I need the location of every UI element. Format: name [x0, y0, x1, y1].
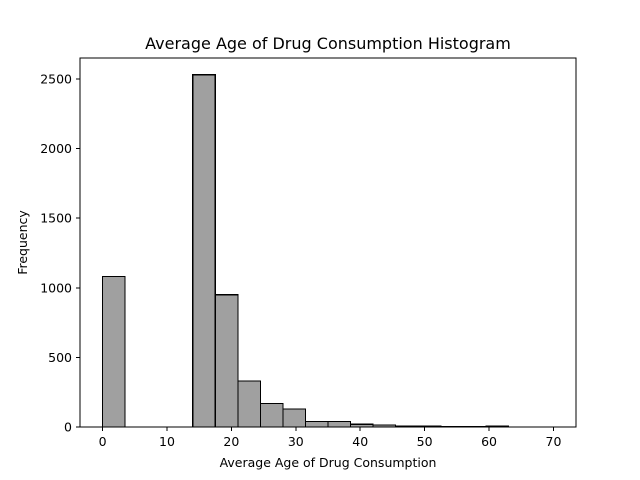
histogram-bar-6 — [237, 380, 261, 428]
y-tick-label-1: 500 — [48, 350, 72, 365]
histogram-bar-4 — [192, 74, 216, 428]
x-tick-label-2: 20 — [223, 434, 239, 449]
y-tick-label-2: 1000 — [40, 280, 72, 295]
histogram-bar-15 — [440, 425, 464, 428]
plot-area: 0 10 20 30 40 50 60 70 0 500 1000 1500 2000 2500 — [40, 57, 577, 449]
x-tick-label-6: 60 — [481, 434, 497, 449]
chart-title: Average Age of Drug Consumption Histogra… — [145, 34, 511, 53]
histogram-bar-9 — [304, 420, 329, 428]
x-tick-label-1: 10 — [159, 434, 175, 449]
histogram-bar-5 — [214, 294, 239, 428]
x-tick-label-0: 0 — [99, 434, 107, 449]
x-axis-label: Average Age of Drug Consumption — [220, 455, 437, 470]
histogram-bar-14 — [417, 425, 442, 428]
histogram-bar-0 — [101, 276, 126, 428]
histogram-bar-10 — [327, 420, 352, 428]
y-tick-label-3: 1500 — [40, 211, 72, 226]
y-tick-label-4: 2000 — [40, 141, 72, 156]
x-axis: 0 10 20 30 40 50 60 70 — [99, 427, 562, 449]
histogram-bars — [101, 74, 555, 428]
histogram-bar-8 — [282, 408, 307, 428]
x-tick-label-3: 30 — [288, 434, 304, 449]
y-axis-label: Frequency — [15, 210, 30, 275]
y-tick-label-0: 0 — [64, 420, 72, 435]
histogram-bar-12 — [372, 424, 397, 428]
histogram-bar-17 — [485, 425, 509, 428]
histogram-bar-13 — [395, 425, 419, 428]
x-tick-label-4: 40 — [352, 434, 368, 449]
x-tick-label-5: 50 — [417, 434, 433, 449]
y-tick-label-5: 2500 — [40, 71, 72, 86]
histogram-bar-11 — [349, 423, 374, 428]
histogram-bar-7 — [259, 402, 284, 428]
x-tick-label-7: 70 — [546, 434, 562, 449]
plot-frame — [79, 57, 577, 428]
y-axis: 0 500 1000 1500 2000 2500 — [40, 71, 80, 435]
